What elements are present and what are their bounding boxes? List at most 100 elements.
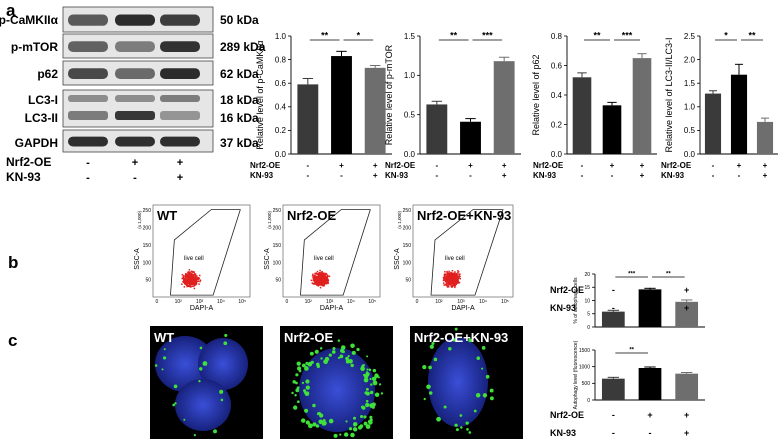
flow-event-dot — [182, 275, 185, 277]
flow-event-dot — [457, 270, 460, 273]
flow-y-tick-label: 100 — [143, 260, 152, 266]
flow-event-dot — [186, 276, 188, 279]
flow-event-dot — [314, 279, 317, 282]
flow-event-dot — [193, 282, 195, 284]
flow-event-dot — [447, 279, 449, 282]
lc3-puncta — [303, 390, 307, 394]
flow-x-tick-label: 10⁵ — [238, 299, 246, 305]
blot-band-lc3i — [115, 95, 155, 102]
flow-event-dot — [319, 269, 321, 272]
lc3-puncta — [485, 374, 490, 379]
flow-x-tick-label: 10² — [175, 299, 183, 305]
blot-band — [160, 68, 200, 79]
flow-event-dot — [317, 273, 319, 275]
flow-event-dot — [453, 283, 456, 286]
flow-scale-note: (x 1,000) — [267, 211, 272, 229]
flow-event-dot — [448, 283, 450, 285]
flow-event-dot — [184, 283, 187, 286]
flow-event-dot — [455, 281, 457, 283]
flow-y-axis-label: SSC-A — [134, 248, 141, 270]
flow-event-dot — [186, 285, 188, 288]
flow-event-dot — [450, 286, 453, 288]
y-tick-label: 2.0 — [684, 55, 696, 64]
microscopy-title: WT — [154, 330, 174, 345]
flow-event-dot — [444, 279, 446, 282]
bar — [364, 67, 386, 154]
chart-condition-sign: + — [640, 161, 645, 170]
flow-event-dot — [451, 276, 454, 279]
flow-event-dot — [450, 280, 452, 282]
y-tick-label: 0.0 — [551, 150, 563, 159]
flow-x-tick-label: 0 — [155, 299, 158, 305]
flow-event-dot — [449, 281, 451, 284]
lc3-puncta — [359, 414, 364, 419]
blot-kda-label: 18 kDa — [220, 93, 259, 107]
chart-condition-sign: + — [373, 171, 378, 180]
flow-event-dot — [324, 282, 326, 285]
lc3-puncta — [223, 341, 228, 346]
flow-y-tick-label: 50 — [405, 278, 411, 284]
flow-event-dot — [325, 272, 327, 275]
flow-event-dot — [197, 278, 200, 280]
lc3-puncta — [295, 381, 298, 385]
lc3-puncta — [454, 327, 458, 331]
blot-band — [160, 14, 200, 26]
significance-label: *** — [628, 272, 636, 278]
flow-event-dot — [320, 278, 323, 281]
flow-y-tick-label: 150 — [273, 243, 282, 249]
y-tick-label: 500 — [582, 381, 591, 387]
lc3-puncta — [374, 392, 380, 398]
flow-plot-title: Nrf2-OE — [287, 208, 336, 223]
blot-band — [68, 68, 108, 79]
flow-event-dot — [313, 279, 316, 282]
flow-event-dot — [198, 274, 201, 277]
cell-nucleus — [428, 337, 488, 427]
flow-event-dot — [449, 282, 452, 285]
lc3-puncta — [331, 350, 336, 354]
flow-event-dot — [447, 274, 449, 276]
lc3-puncta — [428, 365, 432, 370]
flow-event-dot — [455, 278, 457, 281]
chart-condition-label: KN-93 — [533, 171, 557, 180]
lc3-puncta — [481, 346, 486, 350]
lc3-puncta — [436, 416, 441, 422]
lc3-puncta — [328, 418, 334, 424]
flow-y-tick-label: 250 — [403, 208, 412, 214]
flow-event-dot — [186, 274, 188, 276]
chart-condition-label: Nrf2-OE — [550, 410, 584, 420]
flow-event-dot — [450, 272, 453, 275]
flow-x-tick-label: 10⁴ — [479, 299, 487, 305]
chart-condition-sign: - — [649, 303, 652, 313]
flow-event-dot — [186, 275, 188, 277]
chart-condition-label: KN-93 — [385, 171, 409, 180]
flow-event-dot — [194, 280, 197, 283]
flow-event-dot — [318, 278, 320, 281]
flow-event-dot — [182, 281, 184, 283]
flow-event-dot — [459, 275, 461, 278]
flow-event-dot — [323, 278, 326, 281]
lc3-puncta — [428, 391, 433, 395]
flow-event-dot — [184, 282, 187, 285]
flow-event-dot — [191, 280, 194, 283]
flow-event-dot — [195, 281, 198, 284]
chart-condition-sign: + — [502, 171, 507, 180]
blot-condition-label: KN-93 — [6, 170, 41, 184]
lc3-puncta — [305, 361, 309, 365]
flow-event-dot — [327, 275, 329, 277]
chart-condition-sign: - — [649, 428, 652, 438]
flow-event-dot — [188, 281, 190, 283]
lc3-puncta — [473, 409, 477, 413]
lc3-puncta — [370, 383, 373, 386]
lc3-puncta — [347, 355, 350, 358]
flow-event-dot — [442, 277, 445, 279]
flow-event-dot — [449, 272, 452, 275]
flow-event-dot — [188, 284, 191, 286]
chart-condition-sign: - — [612, 285, 615, 295]
lc3-puncta — [452, 338, 457, 342]
significance-label: *** — [622, 31, 633, 41]
y-axis-label: % of autophagy cells — [573, 277, 579, 324]
flow-y-tick-label: 50 — [275, 278, 281, 284]
flow-event-dot — [454, 284, 457, 287]
blot-protein-label: p-mTOR — [11, 40, 58, 54]
